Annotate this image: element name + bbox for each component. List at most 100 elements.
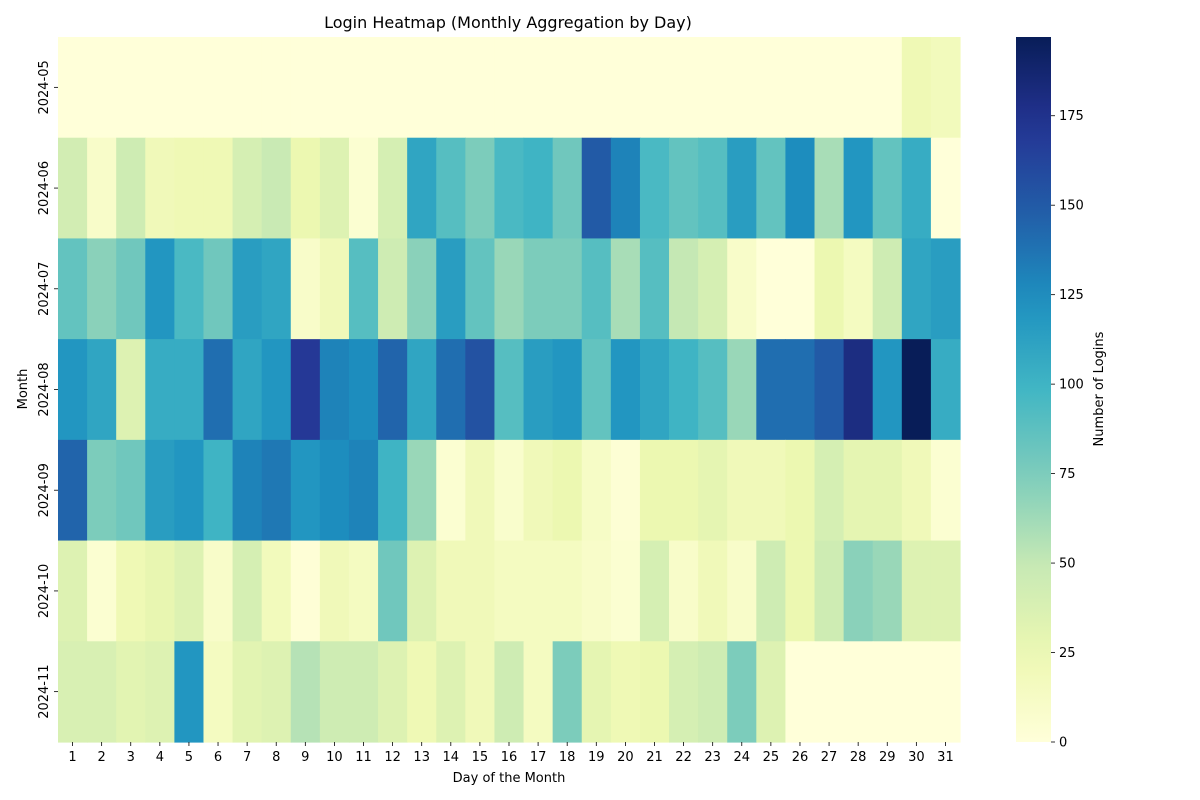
heatmap-cell <box>872 641 903 743</box>
heatmap-cell <box>58 37 88 139</box>
heatmap-cell <box>814 339 845 441</box>
heatmap-cell <box>232 37 263 139</box>
x-tick-label: 24 <box>734 750 751 765</box>
heatmap-cell <box>523 540 554 642</box>
x-tick-label: 10 <box>326 750 343 765</box>
heatmap-cell <box>930 137 961 240</box>
heatmap-cell <box>785 641 816 743</box>
colorbar-tick-label: 100 <box>1059 378 1084 393</box>
heatmap-cell <box>727 439 757 542</box>
heatmap-cell <box>930 238 961 340</box>
heatmap-cell <box>290 137 321 240</box>
heatmap-cell <box>639 641 670 743</box>
heatmap-cell <box>639 137 670 240</box>
heatmap-cell <box>610 238 641 340</box>
heatmap-cell <box>116 37 146 139</box>
heatmap-cell <box>378 37 408 139</box>
heatmap-cell <box>901 238 932 340</box>
heatmap-cell <box>378 238 408 340</box>
heatmap-cell <box>174 37 205 139</box>
x-tick-label: 8 <box>272 750 280 765</box>
heatmap-cell <box>901 37 932 139</box>
y-tick-label: 2024-07 <box>37 262 52 316</box>
heatmap-cell <box>785 238 816 340</box>
x-tick-label: 22 <box>675 750 692 765</box>
heatmap-cell <box>639 439 670 542</box>
heatmap-cell <box>930 641 961 743</box>
heatmap-cell <box>930 439 961 542</box>
heatmap-cell <box>727 339 757 441</box>
heatmap-cell <box>669 37 699 139</box>
colorbar-label: Number of Logins <box>1092 331 1107 446</box>
heatmap-cell <box>203 238 234 340</box>
x-axis-ticks: 1 2 3 4 5 6 7 8 9 10 11 12 13 14 15 16 17 18 19 20 21 22 23 24 2… <box>68 742 954 765</box>
heatmap-cell <box>174 540 205 642</box>
x-tick-label: 6 <box>214 750 222 765</box>
heatmap-cell <box>756 439 787 542</box>
heatmap-cell <box>465 339 496 441</box>
heatmap-cell <box>348 641 379 743</box>
heatmap-cell <box>552 137 583 240</box>
heatmap-cell <box>843 238 874 340</box>
heatmap-cell <box>552 339 583 441</box>
heatmap-cell <box>465 238 496 340</box>
heatmap-cell <box>610 540 641 642</box>
heatmap-cell <box>669 339 699 441</box>
heatmap-cell <box>58 439 88 542</box>
heatmap-cell <box>756 37 787 139</box>
heatmap-cell <box>261 238 292 340</box>
heatmap-cell <box>581 641 612 743</box>
heatmap-cells <box>58 37 961 743</box>
heatmap-cell <box>203 339 234 441</box>
heatmap-cell <box>669 137 699 240</box>
heatmap-cell <box>87 339 117 441</box>
heatmap-cell <box>378 439 408 542</box>
heatmap-cell <box>87 641 117 743</box>
heatmap-cell <box>901 339 932 441</box>
colorbar-tick-label: 175 <box>1059 109 1084 124</box>
heatmap-cell <box>145 137 175 240</box>
x-axis-label: Day of the Month <box>453 771 566 786</box>
heatmap-cell <box>669 540 699 642</box>
colorbar-tick-label: 150 <box>1059 199 1084 214</box>
heatmap-cell <box>407 37 437 139</box>
heatmap-cell <box>494 439 525 542</box>
heatmap-cell <box>378 540 408 642</box>
heatmap-cell <box>552 37 583 139</box>
heatmap-cell <box>552 540 583 642</box>
heatmap-cell <box>581 238 612 340</box>
x-tick-label: 2 <box>98 750 106 765</box>
heatmap-cell <box>436 339 466 441</box>
heatmap-cell <box>639 238 670 340</box>
heatmap-cell <box>930 339 961 441</box>
heatmap-cell <box>290 238 321 340</box>
heatmap-cell <box>436 540 466 642</box>
heatmap-cell <box>116 540 146 642</box>
heatmap-cell <box>261 641 292 743</box>
heatmap-cell <box>610 641 641 743</box>
heatmap-cell <box>232 137 263 240</box>
heatmap-cell <box>639 37 670 139</box>
heatmap-cell <box>552 641 583 743</box>
heatmap-cell <box>87 540 117 642</box>
heatmap-cell <box>843 37 874 139</box>
heatmap-cell <box>174 137 205 240</box>
heatmap-cell <box>756 339 787 441</box>
heatmap-cell <box>669 238 699 340</box>
x-tick-label: 9 <box>301 750 309 765</box>
x-tick-label: 16 <box>501 750 518 765</box>
x-tick-label: 7 <box>243 750 251 765</box>
heatmap-cell <box>727 641 757 743</box>
heatmap-cell <box>727 238 757 340</box>
heatmap-cell <box>523 238 554 340</box>
x-tick-label: 14 <box>443 750 460 765</box>
heatmap-cell <box>872 238 903 340</box>
heatmap-cell <box>872 540 903 642</box>
heatmap-cell <box>407 439 437 542</box>
heatmap-cell <box>552 238 583 340</box>
heatmap-cell <box>145 238 175 340</box>
heatmap-cell <box>930 540 961 642</box>
heatmap-cell <box>290 540 321 642</box>
x-tick-label: 17 <box>530 750 547 765</box>
